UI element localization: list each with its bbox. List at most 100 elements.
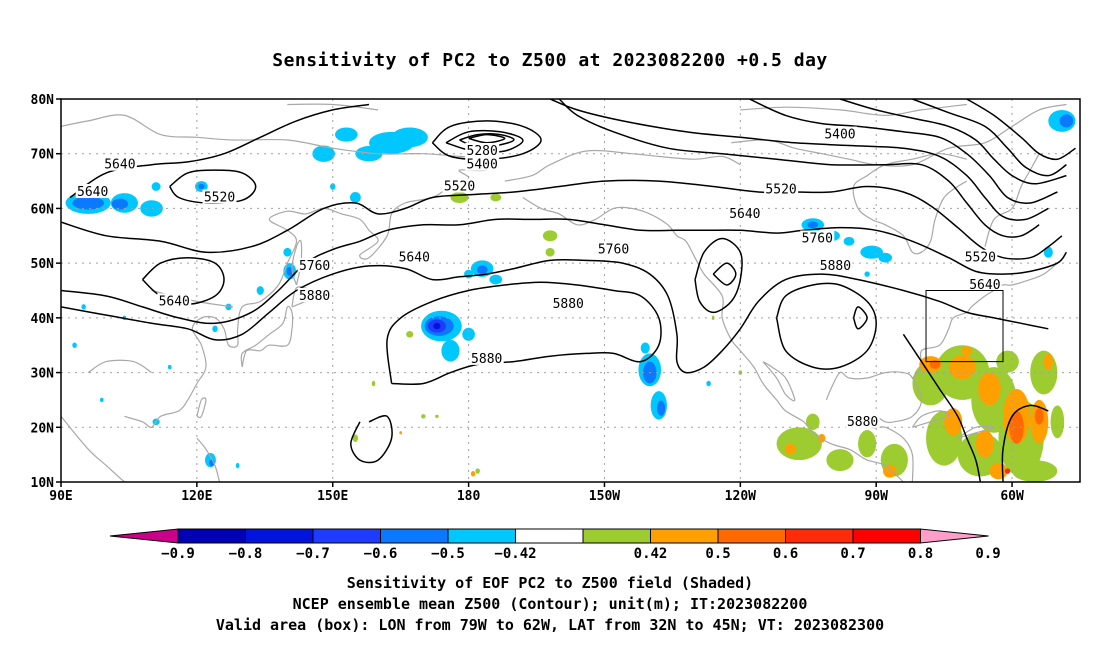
contour-label: 5760: [802, 232, 833, 247]
contour-5520: [169, 169, 257, 204]
contour-label-bg: [551, 296, 586, 311]
coastline: [196, 397, 207, 419]
sensitivity-patch: [476, 265, 488, 275]
caption: Sensitivity of EOF PC2 to Z500 field (Sh…: [0, 573, 1100, 636]
sensitivity-patch: [462, 327, 475, 341]
contour-label-bg: [818, 257, 853, 272]
sensitivity-patch: [864, 271, 870, 277]
contour-label: 5520: [204, 190, 235, 205]
contour-label-bg: [442, 178, 477, 193]
sensitivity-patch: [878, 252, 893, 263]
contour-label: 5640: [77, 185, 108, 200]
sensitivity-patch: [334, 127, 358, 142]
sensitivity-patch: [470, 471, 476, 477]
sensitivity-patch: [978, 372, 1001, 406]
sensitivity-patch: [1004, 468, 1011, 474]
sensitivity-patch: [371, 380, 376, 387]
colorbar-label: −0.42: [494, 546, 536, 562]
contour-5640: [61, 179, 1063, 260]
contour-5880: [712, 262, 737, 286]
sensitivity-patch: [72, 196, 105, 210]
coastline: [61, 114, 498, 428]
colorbar-segment: [785, 528, 854, 544]
contour-label: 5520: [444, 180, 475, 195]
sensitivity-patch: [1059, 114, 1074, 128]
sensitivity-patch: [640, 342, 650, 354]
contour-label: 5520: [965, 251, 996, 266]
contour-label: 5880: [299, 289, 330, 304]
sensitivity-patch: [1034, 408, 1044, 425]
contour-label: 5640: [159, 294, 190, 309]
sensitivity-patch: [826, 449, 854, 472]
contour-label: 5760: [299, 259, 330, 274]
colorbar-segment: [177, 528, 246, 544]
caption-line-contour: NCEP ensemble mean Z500 (Contour); unit(…: [292, 595, 808, 613]
colorbar-label: −0.9: [161, 546, 195, 562]
contour-label: 5880: [847, 415, 878, 430]
colorbar-label: −0.5: [431, 546, 465, 562]
contour-label-bg: [727, 205, 762, 220]
sensitivity-patch: [882, 464, 897, 478]
sensitivity-patch: [441, 339, 460, 362]
contour-label-bg: [297, 257, 332, 272]
colorbar-segment: [650, 528, 719, 544]
sensitivity-patch: [1050, 405, 1065, 439]
colorbar-segment: [717, 528, 786, 544]
coastline: [852, 153, 968, 255]
sensitivity-patch: [167, 364, 172, 370]
contour-label-bg: [202, 189, 237, 204]
z500-contours: [61, 99, 1076, 482]
sensitivity-patch: [256, 286, 264, 295]
contour-5520: [558, 99, 1040, 238]
colorbar-segment: [582, 528, 651, 544]
sensitivity-patch: [225, 303, 232, 311]
colorbar-low-triangle: [109, 528, 179, 544]
contour-label: 5880: [471, 352, 502, 367]
colorbar-label: 0.9: [975, 546, 1000, 562]
sensitivity-patch: [111, 198, 129, 210]
sensitivity-patch: [989, 462, 1008, 480]
contour-label-bg: [157, 293, 192, 308]
valid-area-rectangle: [925, 290, 1004, 363]
sensitivity-patch: [399, 431, 403, 435]
contour-label: 5280: [467, 144, 498, 159]
colorbar-segment: [852, 528, 921, 544]
contour-5760: [61, 218, 1068, 325]
contour-5880: [350, 414, 393, 464]
contour-5880: [852, 306, 868, 330]
sensitivity-patch: [784, 443, 796, 455]
sensitivity-patch: [490, 193, 502, 202]
contour-5760: [694, 237, 743, 314]
sensitivity-patch: [435, 414, 439, 418]
coastline: [522, 196, 904, 482]
lon-label: 60W: [1000, 489, 1024, 504]
colorbar-segment: [245, 528, 314, 544]
colorbar-label: 0.42: [634, 546, 668, 562]
contour-label: 5640: [969, 278, 1000, 293]
map-title: Sensitivity of PC2 to Z500 at 2023082200…: [272, 50, 828, 71]
sensitivity-patch: [996, 350, 1019, 373]
sensitivity-patch: [140, 200, 163, 217]
contour-label-bg: [469, 350, 504, 365]
contour-label-bg: [596, 241, 631, 256]
sensitivity-patch: [542, 230, 558, 242]
lat-label: 40N: [31, 312, 55, 327]
lon-label: 90W: [864, 489, 888, 504]
contour-label-bg: [75, 184, 110, 199]
coastline: [825, 371, 923, 482]
contour-5640: [966, 99, 1076, 161]
colorbar-segment: [312, 528, 381, 544]
colorbar-label: 0.7: [840, 546, 865, 562]
lat-label: 50N: [31, 257, 55, 272]
sensitivity-patch: [948, 355, 976, 380]
contour-5400: [839, 99, 1067, 185]
coastline: [196, 437, 221, 482]
lon-label: 90E: [49, 489, 72, 504]
sensitivity-patch: [657, 400, 666, 416]
contour-label-bg: [822, 126, 857, 141]
contour-label: 5400: [824, 128, 855, 143]
sensitivity-patch: [1043, 353, 1053, 370]
contour-label: 5640: [399, 251, 430, 266]
sensitivity-patch: [283, 247, 292, 257]
colorbar: −0.9 −0.8 −0.7 −0.6 −0.5 −0.42 0.42 0.5 0.6 0.7 0.…: [109, 528, 1001, 562]
